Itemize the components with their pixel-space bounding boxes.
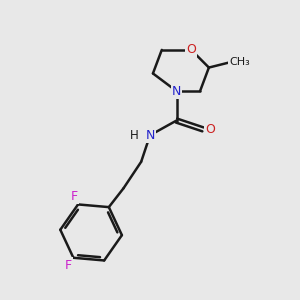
Text: N: N — [172, 85, 181, 98]
Text: CH₃: CH₃ — [230, 57, 250, 67]
Text: H: H — [129, 129, 138, 142]
Text: F: F — [65, 259, 72, 272]
Text: O: O — [186, 44, 196, 56]
Text: N: N — [145, 129, 155, 142]
Text: F: F — [71, 190, 78, 203]
Text: O: O — [206, 123, 215, 136]
